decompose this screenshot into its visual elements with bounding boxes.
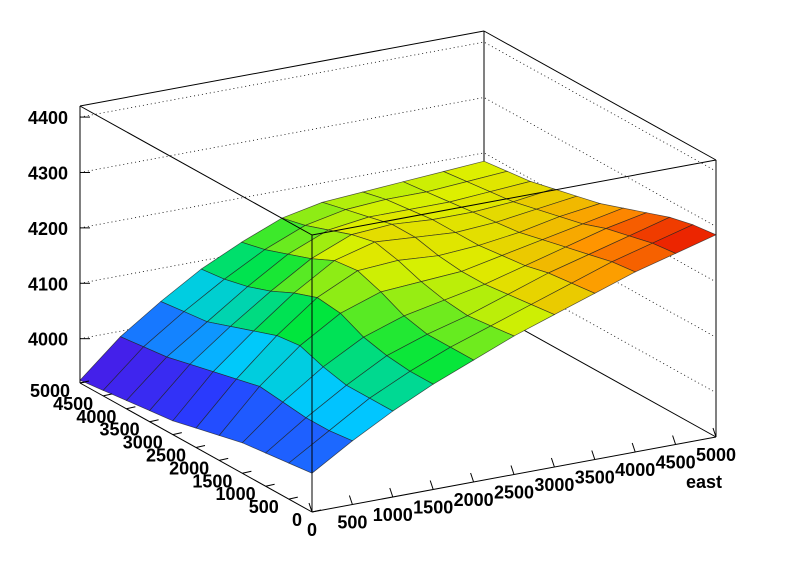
x-tick-label: 500 [337, 513, 367, 533]
x-tick-label: 4500 [656, 453, 696, 473]
z-tick-label: 4400 [28, 108, 68, 128]
x-tick-label: 3500 [575, 468, 615, 488]
z-gridline [79, 152, 717, 283]
x-tick-mark [672, 435, 677, 445]
z-tick-label: 4200 [28, 219, 68, 239]
y-tick-mark [172, 432, 182, 436]
y-tick-mark [79, 380, 90, 384]
z-gridline [79, 97, 717, 227]
y-tick-label: 0 [292, 510, 302, 530]
z-tick-label: 4300 [28, 163, 68, 183]
y-tick-label: 500 [249, 497, 279, 517]
x-tick-mark [348, 495, 353, 505]
x-tick-mark [510, 465, 515, 475]
z-tick-label: 4000 [28, 330, 68, 350]
x-tick-label: 0 [307, 520, 317, 540]
frame-edge [311, 159, 717, 236]
x-tick-mark [429, 480, 434, 490]
x-tick-mark [308, 502, 313, 513]
x-tick-label: 3000 [534, 475, 574, 495]
frame-edge [79, 30, 485, 107]
y-tick-label: 3500 [100, 420, 140, 440]
y-tick-label: 4500 [53, 394, 93, 414]
frame-edge [79, 105, 313, 236]
x-tick-mark [389, 487, 394, 498]
y-tick-label: 3000 [123, 433, 163, 453]
y-tick-mark [242, 470, 252, 474]
surface-mesh [79, 160, 717, 474]
y-tick-mark [195, 445, 206, 448]
x-tick-mark [550, 457, 555, 468]
x-tick-label: 2000 [454, 490, 494, 510]
x-tick-label: 5000 [696, 445, 736, 465]
x-axis-title: east [686, 472, 722, 492]
y-tick-mark [311, 509, 322, 513]
x-tick-label: 1500 [413, 498, 453, 518]
x-tick-label: 4000 [615, 460, 655, 480]
y-tick-mark [288, 496, 298, 500]
x-tick-mark [591, 450, 596, 460]
y-tick-label: 1000 [216, 484, 256, 504]
y-tick-label: 5000 [30, 381, 70, 401]
y-tick-label: 2000 [169, 458, 209, 478]
x-tick-label: 2500 [494, 483, 534, 503]
surface-cell [288, 430, 354, 474]
x-tick-label: 1000 [373, 505, 413, 525]
x-tick-mark [470, 472, 475, 483]
z-axis-ticks: 4000 4100 4200 4300 4400 [28, 108, 90, 350]
y-tick-mark [265, 483, 275, 487]
y-tick-mark [149, 419, 159, 423]
y-tick-mark [103, 393, 113, 397]
frame-edge [483, 30, 717, 161]
y-tick-label: 2500 [146, 446, 186, 466]
y-tick-mark [126, 406, 136, 410]
y-tick-label: 4000 [76, 407, 116, 427]
z-tick-label: 4100 [28, 274, 68, 294]
z-gridline [79, 207, 717, 338]
x-tick-mark [631, 442, 636, 453]
x-axis-ticks: 0 500 1000 1500 2000 2500 3000 3500 4000 4500 5000 [307, 427, 736, 540]
x-tick-mark [712, 427, 717, 438]
y-tick-mark [219, 457, 229, 461]
z-gridline [79, 41, 717, 172]
y-tick-label: 1500 [192, 471, 232, 491]
